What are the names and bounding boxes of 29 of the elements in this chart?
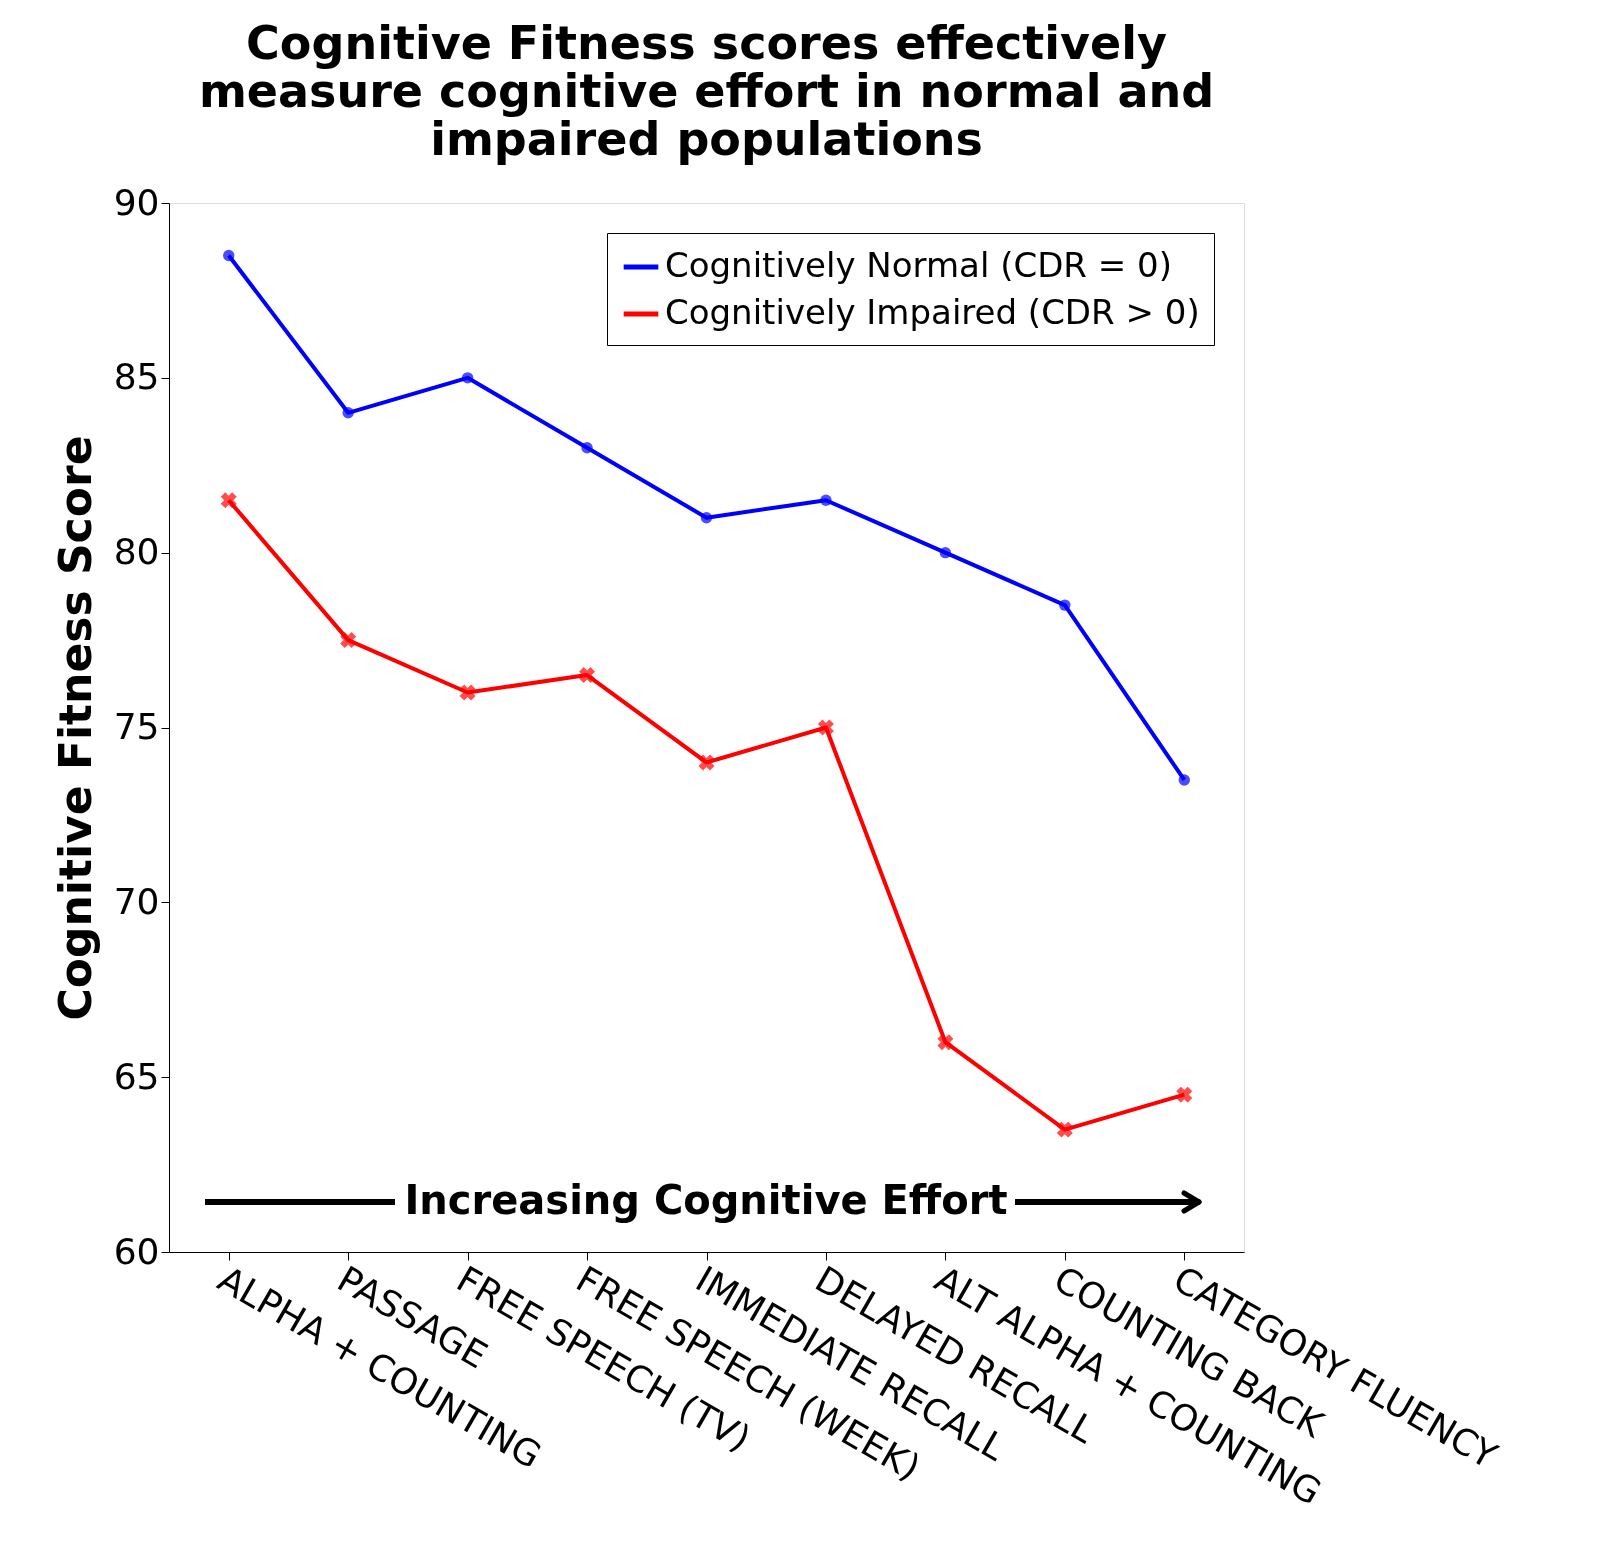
point bbox=[1176, 1086, 1193, 1103]
y-tick-label: 75 bbox=[113, 706, 160, 747]
point bbox=[1059, 599, 1071, 611]
point bbox=[579, 667, 596, 684]
point bbox=[817, 719, 834, 736]
point bbox=[459, 684, 476, 701]
y-tick-label: 65 bbox=[113, 1055, 160, 1097]
legend-label: Cognitively Impaired (CDR > 0) bbox=[665, 292, 1200, 332]
y-tick-label: 90 bbox=[113, 181, 160, 223]
point bbox=[223, 249, 235, 262]
y-tick-label: 60 bbox=[113, 1230, 160, 1272]
legend-label: Cognitively Normal (CDR = 0) bbox=[665, 245, 1172, 285]
point bbox=[220, 492, 237, 509]
y-axis-title: Cognitive Fitness Score bbox=[49, 435, 101, 1021]
point bbox=[461, 372, 474, 384]
point bbox=[342, 407, 354, 419]
y-tick-label: 80 bbox=[113, 531, 160, 573]
point bbox=[698, 754, 715, 771]
point bbox=[581, 442, 593, 454]
point bbox=[340, 632, 357, 649]
point bbox=[939, 546, 952, 559]
point bbox=[700, 512, 713, 524]
point bbox=[820, 494, 832, 506]
point bbox=[937, 1034, 954, 1051]
y-tick-label: 70 bbox=[113, 880, 160, 922]
point bbox=[1178, 774, 1190, 786]
annotation: Increasing Cognitive Effort bbox=[404, 1177, 1008, 1223]
point bbox=[1056, 1121, 1073, 1138]
y-tick-label: 85 bbox=[113, 356, 160, 398]
